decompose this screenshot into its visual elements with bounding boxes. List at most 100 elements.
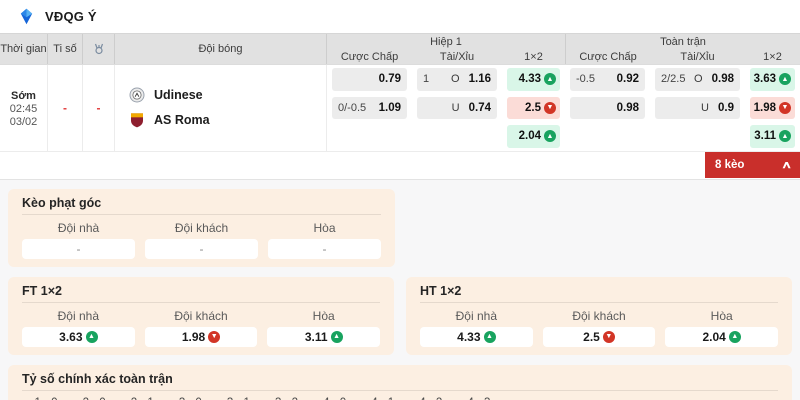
udinese-crest-icon xyxy=(129,87,145,103)
trend-icon xyxy=(330,330,343,343)
odds-value: 0.98 xyxy=(711,73,734,86)
score-label: 1 - 0 xyxy=(35,395,58,400)
correct-score-cell: 2 - 0 19 xyxy=(70,395,118,400)
score-label: 3 - 1 xyxy=(227,395,250,400)
odds-value: 1.98 xyxy=(753,101,776,114)
roma-crest-icon xyxy=(131,113,143,128)
ft-group-header: Toàn trận xyxy=(565,34,800,49)
odds-value: 3.11 xyxy=(754,130,776,143)
ht-1x2-card: HT 1×2 Đội nhà 4.33 Đội khách xyxy=(406,276,792,355)
ft-handicap-away[interactable]: 0.98 xyxy=(570,96,645,119)
h1-1x2-header: 1×2 xyxy=(524,50,543,63)
league-title: VĐQG Ý xyxy=(45,9,97,24)
h1-1x2-draw[interactable]: 2.04 xyxy=(507,125,560,148)
score-label: 3 - 0 xyxy=(179,395,202,400)
score-label: 3 - 2 xyxy=(275,395,298,400)
ft-1x2-header: 1×2 xyxy=(763,50,782,63)
trend-icon xyxy=(544,101,556,114)
ht-col: Hòa 2.04 xyxy=(665,307,779,347)
h1-handicap-home[interactable]: 0.79 xyxy=(332,68,407,91)
odds-value: 0.92 xyxy=(616,73,639,86)
correct-score-cell: 4 - 3 249 xyxy=(455,395,503,400)
correct-score-cell: 3 - 2 59 xyxy=(262,395,310,400)
ft-under[interactable]: U 0.9 xyxy=(655,96,740,119)
ht-odds-cell[interactable]: 4.33 xyxy=(420,326,533,347)
corner-odds-cell[interactable]: - xyxy=(145,238,258,259)
extra-markets: Kèo phạt góc Đội nhà - Đội khách - xyxy=(0,180,800,400)
h1-1x2-away[interactable]: 2.5 xyxy=(507,96,560,119)
odds-value: 2.04 xyxy=(702,329,726,344)
correct-score-cell: 4 - 1 199 xyxy=(359,395,407,400)
ft-1x2-draw[interactable]: 3.11 xyxy=(750,125,795,148)
home-team[interactable]: Udinese xyxy=(129,87,326,103)
ft-odds-cell[interactable]: 3.63 xyxy=(22,326,135,347)
ft-1x2-home[interactable]: 3.63 xyxy=(750,68,795,91)
ht-card-title: HT 1×2 xyxy=(420,284,778,303)
market-label: Hòa xyxy=(313,220,336,235)
corner-card-title: Kèo phạt góc xyxy=(22,196,381,215)
trend-icon xyxy=(544,130,556,143)
market-label: Đội nhà xyxy=(57,220,100,235)
corner-col: Đội nhà - xyxy=(22,219,135,259)
table-footer: 8 kèo ∧ xyxy=(0,151,800,180)
under-label: U xyxy=(701,101,709,114)
h1-handicap-away[interactable]: 0/-0.5 1.09 xyxy=(332,96,407,119)
trend-icon xyxy=(602,330,615,343)
trend-icon xyxy=(483,330,496,343)
ht-odds-cell[interactable]: 2.04 xyxy=(665,326,779,347)
correct-score-cell: 4 - 2 249 xyxy=(407,395,455,400)
over-label: O xyxy=(694,73,703,86)
league-header: VĐQG Ý xyxy=(0,0,800,33)
market-label: Đội khách xyxy=(174,220,229,235)
medal-icon xyxy=(94,43,103,55)
market-label: Hòa xyxy=(312,308,335,323)
ht-col: Đội khách 2.5 xyxy=(542,307,656,347)
ft-1x2-away[interactable]: 1.98 xyxy=(750,96,795,119)
score-label: 2 - 0 xyxy=(83,395,106,400)
home-team-name: Udinese xyxy=(154,88,203,103)
h1-1x2-home[interactable]: 4.33 xyxy=(507,68,560,91)
h1-under[interactable]: U 0.74 xyxy=(417,96,497,119)
h1-handicap-header: Cược Chấp xyxy=(340,50,399,63)
h1-over[interactable]: 1 O 1.16 xyxy=(417,68,497,91)
ft-handicap-home[interactable]: -0.5 0.92 xyxy=(570,68,645,91)
ht-odds-cell[interactable]: 2.5 xyxy=(542,326,656,347)
totals-line: 1 xyxy=(423,73,430,86)
ft-over[interactable]: 2/2.5 O 0.98 xyxy=(655,68,740,91)
correct-score-cell: 3 - 1 43 xyxy=(214,395,262,400)
ft-odds-cell[interactable]: 1.98 xyxy=(144,326,258,347)
totals-line: 2/2.5 xyxy=(661,73,686,86)
away-team-name: AS Roma xyxy=(154,113,210,128)
score-label: 4 - 3 xyxy=(467,395,490,400)
ft-odds-cell[interactable]: 3.11 xyxy=(267,326,381,347)
ht-cols: Đội nhà 4.33 Đội khách 2.5 xyxy=(420,307,779,347)
corner-odds-cell[interactable]: - xyxy=(22,238,135,259)
odds-value: 2.04 xyxy=(518,130,541,143)
more-odds-label: 8 kèo xyxy=(715,159,745,171)
h1-group-header: Hiệp 1 xyxy=(430,35,462,48)
under-label: U xyxy=(451,101,460,114)
trend-icon xyxy=(779,101,791,114)
market-label: Đội nhà xyxy=(455,308,498,323)
handicap-line: -0.5 xyxy=(576,73,595,86)
match-date: 03/02 xyxy=(9,115,38,128)
odds-value: 1.16 xyxy=(468,73,491,86)
score-cells: 1 - 0 8 2 - 0 19 2 - 1 xyxy=(22,395,778,400)
ft-handicap-header: Cược Chấp xyxy=(565,49,650,64)
correct-score-cell: 4 - 0 249 xyxy=(311,395,359,400)
odds-value: 0.98 xyxy=(616,101,639,114)
score-label: 4 - 2 xyxy=(419,395,442,400)
corner-odds-cell[interactable]: - xyxy=(268,238,381,259)
ft-totals-header: Tài/Xỉu xyxy=(680,50,715,63)
odds-value: 4.33 xyxy=(457,329,481,344)
correct-score-cell: 1 - 0 8 xyxy=(22,395,70,400)
ft-col: Đội khách 1.98 xyxy=(144,307,258,347)
more-odds-button[interactable]: 8 kèo ∧ xyxy=(705,152,800,178)
odds-value: 2.5 xyxy=(583,329,600,344)
correct-score-cell: 2 - 1 12.5 xyxy=(118,395,166,400)
odds-value: 0.74 xyxy=(468,101,491,114)
market-label: Đội nhà xyxy=(57,308,100,323)
h1-totals-header: Tài/Xỉu xyxy=(439,50,475,63)
score-label: 4 - 1 xyxy=(371,395,394,400)
away-team[interactable]: AS Roma xyxy=(129,112,326,128)
